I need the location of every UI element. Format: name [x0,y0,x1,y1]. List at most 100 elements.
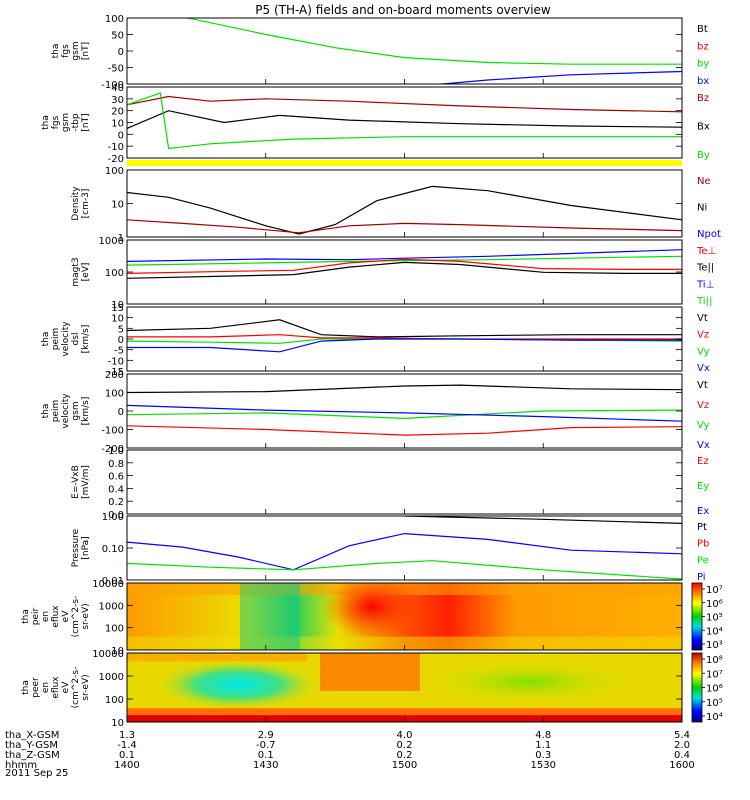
y-tick-label: 100 [105,624,124,635]
panel-frame [126,449,683,515]
y-tick-label: 10000 [92,579,124,590]
y-axis-label-line: tha [51,44,61,59]
y-axis-label-line: (cm^2-s- [71,667,81,709]
legend-item: Bx [697,122,710,133]
y-axis-label-line: fgs [61,44,71,58]
y-axis-label-line: eV [61,610,71,623]
y-axis-label-line: velocity [61,393,71,429]
legend-item: Ti⊥ [696,279,714,290]
y-axis-label-line: tha [41,404,51,419]
legend-item: Vy [697,346,710,357]
panel-frame [126,169,683,238]
y-tick-label: 10 [111,119,124,130]
y-axis-label-line: magt3 [71,257,81,286]
y-tick-label: -200 [101,444,124,455]
legend-item: Npot [697,229,721,240]
panel-1: 100 50 0 -50 -100 thafgsgsm[nT] Bt bz by bx [51,14,709,91]
colorbar-tick-label: 10³ [706,640,723,651]
y-tick-label: 50 [111,31,124,42]
panel-4: 1000 100 10 magt3[eV] Te⊥ Te|| Ti⊥ Ti|| [71,236,716,311]
series-line-Pi [127,532,682,571]
x-tick-label: -0.7 [256,740,276,751]
colorbar-9 [691,582,703,651]
series-line-Ne [127,219,682,234]
plot-title: P5 (TH-A) fields and on-board moments ov… [255,3,551,17]
y-axis-label-line: en [41,611,51,622]
x-row-label: tha_X-GSM [5,730,59,741]
x-tick-label: 0.3 [535,750,551,761]
colorbar-tick-label: 10⁶ [706,684,723,695]
y-tick-label: 1.0 [108,446,124,457]
y-tick-label: 100 [105,268,124,279]
spectrogram-10 [127,653,682,722]
panel-5: 151050-5-10-15thapeimvelocitydsl[km/s]Vt… [41,303,710,378]
y-axis-label-line: [mV/m] [81,465,91,499]
y-tick-label: 100 [105,695,124,706]
x-tick-label: -1.4 [117,740,137,751]
colorbar-tick-label: 10⁵ [706,698,723,709]
series-line-by [184,18,682,65]
legend-item: Vz [697,400,709,411]
y-axis-label-line: tha [21,609,31,624]
colorbar-tick-label: 10⁶ [706,599,723,610]
y-axis-label-line: Pressure [71,528,81,567]
x-row-label: tha_Z-GSM [5,750,60,761]
legend-item: Ey [697,481,709,492]
spectrogram-9 [127,583,682,650]
y-tick-label: 10000 [92,649,124,660]
y-axis-label-line: (cm^2-s- [71,596,81,638]
y-axis-label-line: [nPa] [81,536,91,559]
y-axis-label-line: fgs [51,115,61,129]
y-axis-label-line: gsm [71,41,81,60]
legend-item: By [697,150,710,161]
x-tick-label: 1400 [114,760,139,771]
y-axis-label-line: eflux [51,676,61,699]
legend-item: Bz [697,93,709,104]
series-line-Pe [127,560,682,580]
y-tick-label: -100 [101,80,124,91]
y-tick-label: 0.01 [102,576,124,587]
y-tick-label: 0.0 [108,510,124,521]
y-axis-label-line: tha [41,115,51,130]
x-tick-label: 4.0 [397,730,413,741]
series-line-Vy [127,409,682,420]
y-tick-label: 0 [118,335,124,346]
y-tick-label: 15 [111,303,124,314]
y-tick-label: -15 [108,367,124,378]
y-axis-label-line: peir [31,607,41,625]
y-axis-label-line: [nT] [81,113,91,131]
series-line-Pt [404,516,682,524]
legend-item: Vx [697,363,710,374]
x-tick-label: 1.3 [119,730,135,741]
y-tick-label: 10 [111,300,124,311]
panel-10: 10⁸ 10⁷ 10⁶ 10⁵ 10⁴ 10000 1000 100 10 thapeerenef… [21,649,723,729]
y-tick-label: 10 [111,718,124,729]
x-tick-label: 2.9 [258,730,274,741]
legend-item: Te|| [696,263,714,274]
y-axis-label: thafgsgsm-tbp[nT] [41,113,91,132]
y-axis-label-line: en [41,682,51,693]
series-line-Te⊥ [127,258,682,274]
y-axis-label-line: peer [31,677,41,698]
series-line-Vt [127,319,682,338]
y-tick-label: 100 [105,389,124,400]
series-line-Ni [127,185,682,235]
legend-item: Bt [697,24,708,35]
legend-item: Ti|| [696,296,712,307]
x-tick-label: 2.0 [674,740,690,751]
y-axis-label-line: [nT] [81,42,91,60]
y-tick-label: 0.8 [108,459,124,470]
series-line-Vt [127,384,682,394]
y-axis-label: Density[cm-3] [71,186,91,221]
y-axis-label-line: [km/s] [81,397,91,426]
y-axis-label-line: peim [51,328,61,351]
legend-item: by [697,59,709,70]
y-tick-label: 30 [111,95,124,106]
y-axis-label-line: sr-eV) [81,603,91,629]
y-axis-label: Pressure[nPa] [71,528,91,567]
y-tick-label: -10 [108,356,124,367]
legend-item: bz [697,41,709,52]
y-tick-label: 1.00 [102,512,124,523]
y-axis-label: thapeerenefluxeV(cm^2-s-sr-eV) [21,667,91,709]
